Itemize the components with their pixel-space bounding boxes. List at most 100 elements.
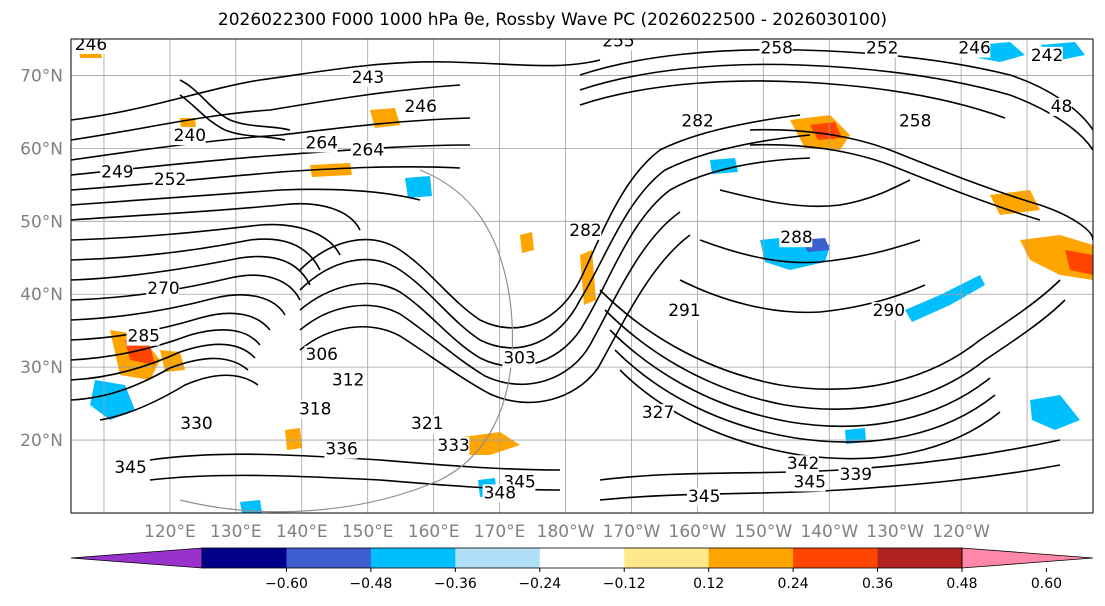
colorbar-tick-label: −0.24 [518, 576, 561, 592]
contour-label: 264 [352, 141, 384, 161]
contour-label: 339 [840, 465, 872, 485]
contour-label: 243 [352, 68, 384, 88]
contour-label: 242 [1031, 46, 1063, 66]
latitude-label: 40°N [20, 285, 63, 305]
contour-label: 48 [1051, 97, 1073, 117]
contour-label-bg [113, 458, 147, 477]
contour-label-bg [152, 170, 186, 189]
longitude-label: 120°W [932, 522, 990, 542]
contour-label-bg [502, 349, 536, 368]
contour-label: 345 [688, 487, 720, 507]
contour-label-bg [792, 473, 826, 492]
contour-label-bg [865, 39, 899, 58]
latitude-label: 50°N [20, 212, 63, 232]
longitude-label: 150°E [342, 522, 394, 542]
colorbar-tick-label: 0.36 [862, 576, 893, 592]
latitude-label: 70°N [20, 66, 63, 86]
contour-label: 321 [411, 414, 443, 434]
colorbar-outline [201, 547, 963, 569]
contour-label: 240 [174, 126, 206, 146]
contour-label-bg [1049, 97, 1072, 116]
contour-label-bg [436, 437, 470, 456]
colorbar-extend-low [70, 547, 203, 569]
contour-label-bg [838, 466, 872, 485]
map-title: 2026022300 F000 1000 hPa θe, Rossby Wave… [217, 10, 888, 30]
contour-label-bg [126, 327, 160, 346]
colorbar-segment [708, 548, 794, 568]
contour-label-bg [330, 371, 364, 390]
contour-label: 252 [154, 170, 186, 190]
colorbar-extend-high [961, 547, 1094, 569]
theta-e-contours [71, 48, 1093, 501]
contour-label: 252 [866, 39, 898, 59]
contour-label-bg [304, 134, 338, 153]
contour-label-bg [759, 39, 793, 58]
longitude-label: 170°W [603, 522, 661, 542]
latitude-label: 30°N [20, 358, 63, 378]
colorbar-segment [455, 548, 541, 568]
contour-label-bg [179, 415, 213, 434]
colorbar-segment [624, 548, 710, 568]
contour-label: 333 [437, 436, 469, 456]
colorbar-segment [539, 548, 625, 568]
colorbar-segment [793, 548, 879, 568]
contour-label: 288 [780, 228, 812, 248]
contour-label-bg [410, 415, 444, 434]
longitude-label: 160°W [669, 522, 727, 542]
contour-label: 306 [306, 345, 338, 365]
longitude-label: 140°W [800, 522, 858, 542]
contour-label-bg [297, 400, 331, 419]
contour-label-bg [146, 280, 180, 299]
latitude-labels: 70°N 60°N 50°N 40°N 30°N 20°N [20, 66, 63, 451]
colorbar-segment [370, 548, 456, 568]
contour-label: 258 [761, 39, 793, 59]
contour-label: 264 [306, 133, 338, 153]
colorbar: −0.60 −0.48 −0.36 −0.24 −0.12 0.12 0.24 0.36 0.4… [70, 547, 1094, 592]
longitude-label: 170°E [474, 522, 526, 542]
colorbar-tick-label: −0.60 [265, 576, 308, 592]
contour-label-bg [785, 455, 819, 474]
longitude-labels: 120°E 130°E 140°E 150°E 160°E 170°E 180°W 170°W… [144, 522, 990, 542]
longitude-label: 160°E [408, 522, 460, 542]
colorbar-segment [202, 548, 287, 568]
contour-label-bg [482, 484, 516, 503]
contour-label-bg [100, 163, 134, 182]
contour-label: 303 [503, 349, 535, 369]
contour-label-bg [667, 302, 701, 321]
colorbar-tick-label: 0.12 [693, 576, 724, 592]
contour-label: 345 [114, 458, 146, 478]
longitude-label: 140°E [276, 522, 328, 542]
colorbar-tick-label: 0.48 [946, 576, 977, 592]
contour-label-bg [871, 302, 905, 321]
contour-label-bg [350, 68, 384, 87]
contour-label-bg [686, 488, 720, 507]
contour-label: 312 [332, 370, 364, 390]
contour-label: 318 [299, 400, 331, 420]
contour-label-bg [1029, 46, 1063, 65]
contour-label: 342 [787, 454, 819, 474]
contour-label-bg [897, 112, 931, 131]
contour-label: 255 [602, 31, 634, 51]
contour-label-bg [172, 127, 206, 146]
contour-label: 282 [681, 112, 713, 132]
contour-label: 282 [569, 221, 601, 241]
colorbar-tick-label: −0.48 [349, 576, 392, 592]
latitude-label: 20°N [20, 431, 63, 451]
longitude-label: 130°W [866, 522, 924, 542]
contour-label: 246 [958, 39, 990, 59]
contour-label-bg [73, 39, 107, 54]
contour-label-bg [568, 221, 602, 240]
reference-circle [179, 169, 513, 513]
contour-labels: 246 243 246 240 264 264 249 252 255 258 252 246 242 4… [73, 31, 1073, 507]
contour-label-bg [680, 112, 714, 131]
contour-label: 327 [642, 403, 674, 423]
contour-label-bg [304, 345, 338, 364]
contour-label-bg [957, 39, 991, 58]
longitude-label: 180°W [537, 522, 595, 542]
contour-label-bg [350, 141, 384, 160]
contour-label: 285 [128, 327, 160, 347]
longitude-label: 130°E [210, 522, 262, 542]
contour-label: 249 [101, 163, 133, 183]
latitude-label: 60°N [20, 139, 63, 159]
